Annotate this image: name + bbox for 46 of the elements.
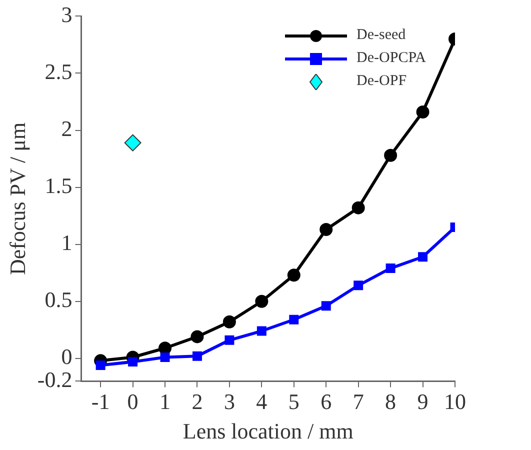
point — [386, 264, 396, 274]
x-tick-label: 6 — [320, 389, 332, 414]
x-tick-label: 5 — [288, 389, 300, 414]
y-tick-label: 3 — [61, 2, 72, 27]
y-tick-label: 0 — [61, 344, 72, 370]
y-tick-label: 0.5 — [44, 287, 72, 312]
point — [96, 360, 106, 370]
legend-label: De-OPCPA — [356, 50, 426, 67]
point — [255, 294, 268, 308]
x-tick-label: 3 — [224, 389, 235, 414]
point — [124, 134, 142, 152]
y-tick-label: -0.2 — [37, 366, 72, 392]
point — [354, 280, 364, 290]
x-tick-label: 4 — [256, 389, 268, 414]
legend-label: De-OPF — [356, 73, 407, 90]
x-tick-label: -1 — [91, 389, 110, 414]
point — [289, 314, 299, 324]
point — [287, 268, 300, 282]
y-tick-label: 2.5 — [44, 59, 72, 84]
point — [321, 301, 331, 311]
point — [320, 222, 333, 236]
y-tick-label: 2 — [61, 116, 72, 142]
x-tick-label: 1 — [160, 389, 171, 414]
point — [190, 330, 204, 344]
x-tick-label: 8 — [385, 389, 396, 414]
point — [224, 335, 234, 345]
point — [352, 201, 365, 214]
point — [256, 326, 266, 336]
point — [418, 252, 428, 262]
point — [384, 148, 398, 162]
x-tick-label: 10 — [444, 389, 466, 414]
point — [158, 342, 172, 355]
y-tick-label: 1.5 — [44, 173, 72, 198]
x-tick-label: 9 — [417, 389, 428, 414]
x-tick-label: 7 — [352, 389, 364, 414]
point — [128, 357, 138, 367]
y-axis-title: Defocus PV / μm — [4, 122, 30, 275]
point — [416, 106, 430, 119]
point — [222, 315, 236, 328]
legend-label: De-seed — [356, 27, 406, 44]
point — [192, 351, 202, 361]
x-tick-label: 0 — [127, 389, 138, 414]
x-tick-label: 2 — [192, 389, 203, 414]
x-axis-title: Lens location / mm — [182, 418, 354, 444]
y-tick-label: 1 — [61, 230, 72, 256]
point — [160, 352, 170, 362]
